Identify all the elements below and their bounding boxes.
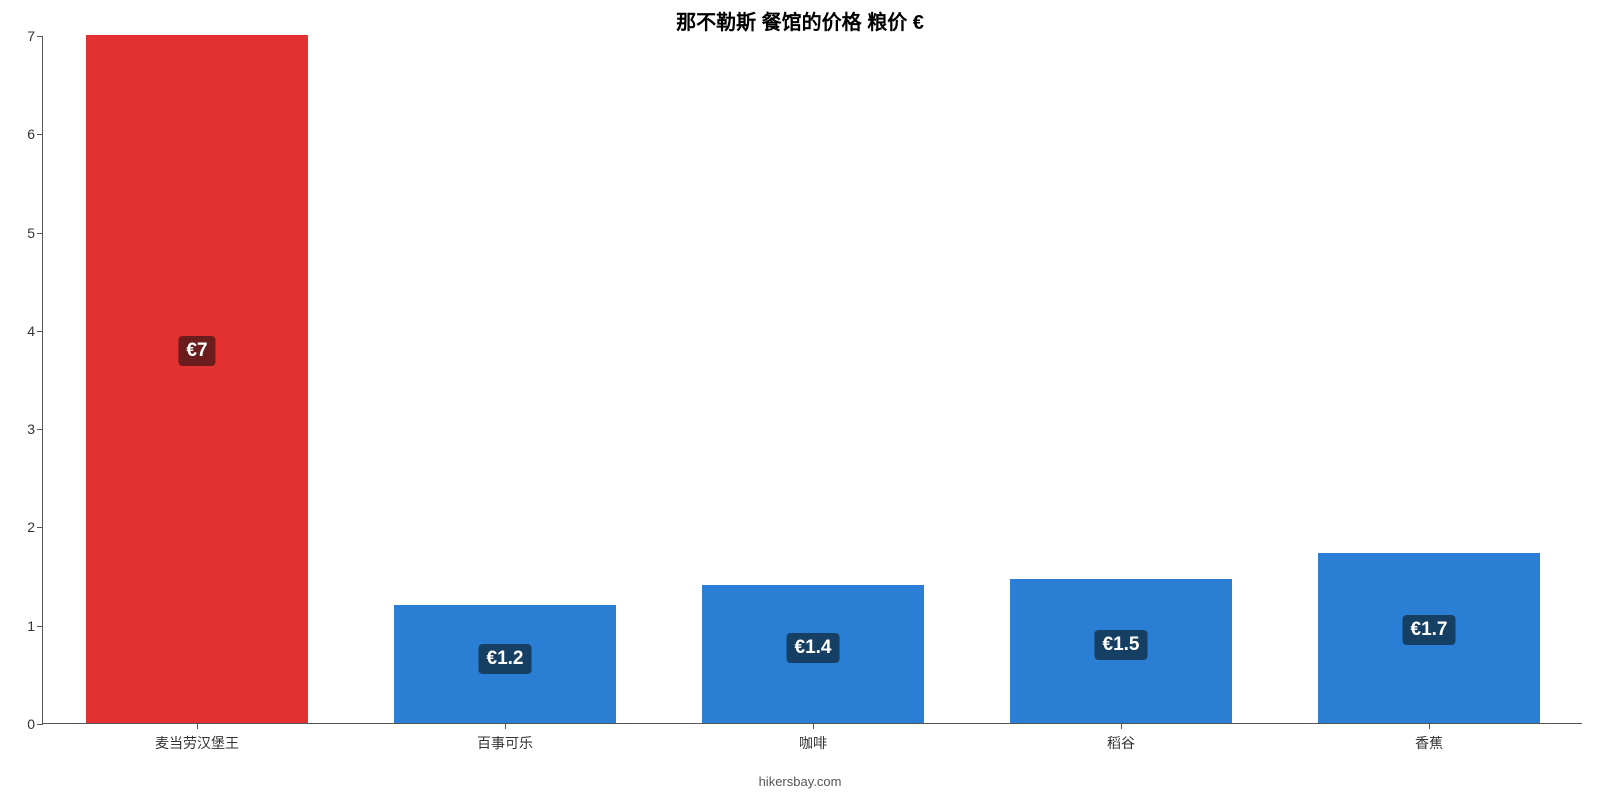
- x-tick-label: 稻谷: [1107, 723, 1135, 753]
- plot-area: 01234567€7麦当劳汉堡王€1.2百事可乐€1.4咖啡€1.5稻谷€1.7…: [42, 36, 1582, 724]
- value-badge: €1.2: [479, 644, 532, 674]
- y-tick-mark: [37, 527, 43, 528]
- value-badge: €7: [178, 336, 215, 366]
- y-tick-mark: [37, 429, 43, 430]
- y-tick-mark: [37, 36, 43, 37]
- chart-title: 那不勒斯 餐馆的价格 粮价 €: [0, 6, 1600, 35]
- value-badge: €1.4: [787, 633, 840, 663]
- y-tick-mark: [37, 233, 43, 234]
- y-tick-mark: [37, 331, 43, 332]
- value-badge: €1.7: [1403, 615, 1456, 645]
- y-tick-mark: [37, 724, 43, 725]
- bar: [86, 35, 308, 723]
- x-tick-label: 香蕉: [1415, 723, 1443, 753]
- chart-source: hikersbay.com: [0, 774, 1600, 789]
- x-tick-label: 百事可乐: [477, 723, 533, 753]
- y-tick-mark: [37, 134, 43, 135]
- y-tick-mark: [37, 626, 43, 627]
- x-tick-label: 麦当劳汉堡王: [155, 723, 239, 753]
- x-tick-label: 咖啡: [799, 723, 827, 753]
- value-badge: €1.5: [1095, 630, 1148, 660]
